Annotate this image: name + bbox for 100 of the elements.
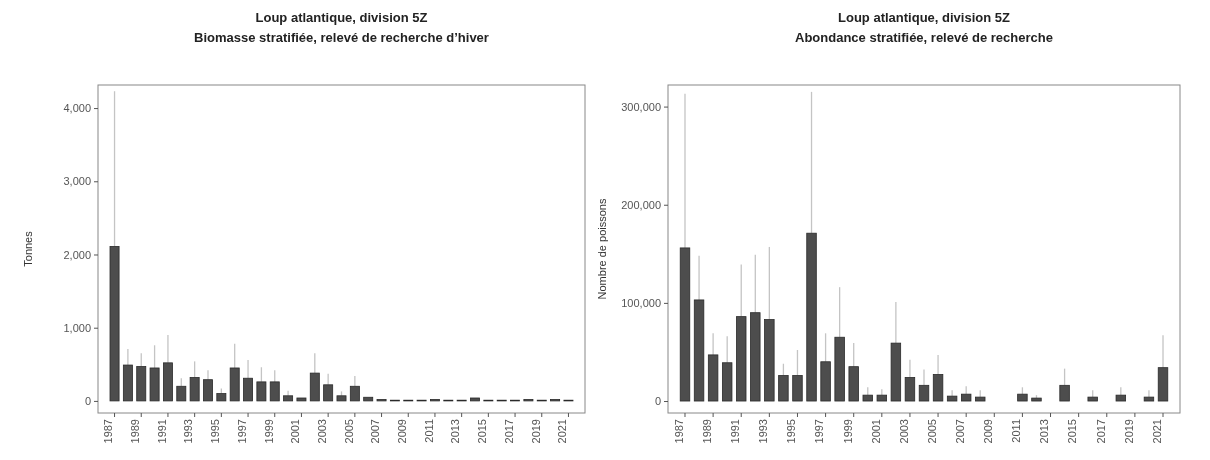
x-tick-label: 2015 [1066,419,1079,444]
bar [203,379,213,402]
bar [163,362,173,402]
x-tick-label: 2009 [982,419,995,444]
bar [932,374,944,402]
bar [975,396,986,402]
x-tick-label: 1999 [262,419,275,444]
bar [693,299,705,402]
y-tick-label: 300,000 [621,100,661,113]
x-tick-label: 2015 [476,419,489,444]
bar [1059,384,1070,402]
bar [904,377,916,402]
x-tick-label: 1997 [813,419,826,444]
x-tick-label: 1987 [102,419,115,444]
y-tick-label: 100,000 [621,296,661,309]
bar [296,397,307,402]
bar [778,375,789,402]
bar [1157,367,1169,402]
x-tick-label: 2011 [1010,419,1023,443]
bar [309,372,320,402]
bar [1017,393,1028,402]
x-tick-label: 2013 [449,419,462,444]
bar [256,381,267,402]
bar [349,385,360,402]
y-tick-label: 200,000 [621,198,661,211]
x-tick-label: 1995 [785,419,798,444]
y-axis-title: Tonnes [22,230,34,267]
bar [946,395,958,402]
y-tick-label: 2,000 [63,248,91,261]
chart-subtitle: Biomasse stratifiée, relevé de recherche d’hiver [194,30,489,45]
x-tick-label: 2003 [315,419,328,444]
bar [1115,394,1127,402]
bar [848,366,859,402]
bar [722,362,733,402]
bar [269,381,280,402]
bar [764,319,775,402]
x-tick-label: 1987 [672,419,685,444]
bar [470,397,480,402]
x-tick-label: 2021 [556,419,569,444]
bar [792,375,803,402]
x-tick-label: 2005 [342,419,355,444]
bar [122,364,133,402]
chart-subtitle: Abondance stratifiée, relevé de recherche [795,30,1053,45]
bar [961,393,972,402]
x-tick-label: 1991 [729,419,742,444]
bar [1031,397,1042,402]
x-tick-label: 2001 [869,419,882,444]
x-tick-label: 2001 [289,419,302,444]
x-tick-label: 2007 [953,419,966,444]
bar [336,395,347,402]
bar [109,246,120,402]
x-tick-label: 1993 [182,419,195,444]
x-tick-label: 2013 [1038,419,1051,444]
bar [283,395,294,402]
bar [229,367,240,402]
bar [136,366,147,402]
bar [707,354,719,402]
x-tick-label: 2019 [1122,419,1135,444]
x-tick-label: 2019 [529,419,542,444]
bar [323,384,334,402]
y-tick-label: 0 [654,395,661,408]
bar [806,232,817,402]
bar [176,385,187,402]
bar [834,336,845,402]
chart-title: Loup atlantique, division 5Z [838,10,1010,25]
bar [862,394,873,402]
bar [363,396,374,402]
x-tick-label: 1989 [700,419,713,444]
x-tick-label: 2017 [1094,419,1107,444]
y-tick-label: 3,000 [63,175,91,188]
y-tick-label: 1,000 [63,321,91,334]
y-axis-title: Nombre de poissons [596,198,608,300]
x-tick-label: 2021 [1150,419,1163,444]
bar [679,247,691,402]
x-tick-label: 1995 [209,419,222,444]
x-tick-label: 1999 [841,419,854,444]
bar [216,393,227,402]
y-tick-label: 0 [84,394,91,407]
x-tick-label: 2007 [369,419,382,444]
x-tick-label: 2011 [422,419,435,443]
x-tick-label: 2003 [897,419,910,444]
bar [1087,396,1098,402]
bar [189,377,200,402]
x-tick-label: 2005 [925,419,938,444]
x-tick-label: 1991 [155,419,168,444]
x-tick-label: 2017 [502,419,515,444]
bar [890,342,902,402]
bar [876,394,887,402]
x-tick-label: 1993 [757,419,770,444]
x-tick-label: 1989 [129,419,142,444]
y-tick-label: 4,000 [63,102,91,115]
bar [736,316,747,402]
bar [918,384,930,402]
bar [1143,396,1155,402]
bar [820,361,831,402]
bar [750,312,761,402]
bar [149,367,160,402]
x-tick-label: 2009 [396,419,409,444]
x-tick-label: 1997 [235,419,248,444]
chart-title: Loup atlantique, division 5Z [255,10,428,25]
